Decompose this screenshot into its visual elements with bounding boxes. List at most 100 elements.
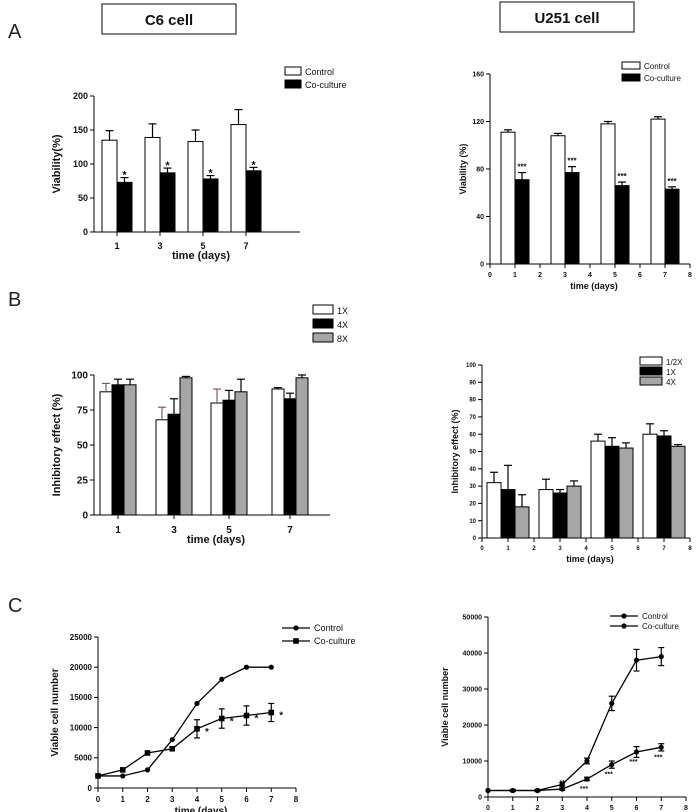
legend-label: 1/2X bbox=[666, 358, 683, 367]
data-point bbox=[169, 737, 175, 743]
legend-swatch bbox=[621, 61, 641, 70]
x-tick-label: 6 bbox=[638, 272, 642, 279]
data-point bbox=[243, 664, 250, 670]
y-tick-label: 50 bbox=[77, 441, 89, 452]
x-axis-title: time (days) bbox=[566, 554, 614, 564]
y-tick-label: 10000 bbox=[70, 723, 93, 732]
y-tick-label: 0 bbox=[88, 784, 93, 793]
bar bbox=[500, 131, 516, 265]
significance-mark: *** bbox=[517, 163, 527, 172]
bar bbox=[123, 384, 137, 516]
significance-mark: * bbox=[251, 159, 256, 171]
x-tick-label: 8 bbox=[688, 546, 692, 552]
x-tick-label: 1 bbox=[511, 805, 515, 812]
c6-title-box bbox=[101, 3, 237, 35]
y-tick-label: 80 bbox=[476, 166, 484, 173]
x-tick-label: 4 bbox=[584, 546, 588, 552]
data-point bbox=[510, 787, 516, 794]
y-tick-label: 30 bbox=[469, 484, 476, 490]
y-tick-label: 0 bbox=[480, 261, 484, 268]
x-tick-label: 1 bbox=[513, 272, 517, 279]
bar bbox=[222, 399, 236, 516]
bar bbox=[111, 384, 125, 516]
x-tick-label: 3 bbox=[157, 241, 162, 251]
y-tick-label: 150 bbox=[73, 125, 88, 135]
y-tick-label: 100 bbox=[73, 159, 88, 169]
y-tick-label: 200 bbox=[73, 91, 88, 101]
u251-title-box bbox=[499, 1, 635, 33]
data-point bbox=[194, 726, 200, 732]
data-point bbox=[194, 700, 200, 707]
x-tick-label: 2 bbox=[532, 546, 536, 552]
x-tick-label: 1 bbox=[114, 241, 119, 251]
chart-a-u251-viability: *** *** *** *** 0 40 80 120 160 Viability (%) 0 1 2 3… bbox=[458, 61, 692, 291]
legend-swatch bbox=[639, 366, 663, 376]
y-tick-label: 5000 bbox=[74, 754, 92, 763]
legend-swatch bbox=[284, 79, 302, 89]
y-tick-label: 15000 bbox=[70, 693, 93, 702]
data-point bbox=[658, 744, 664, 750]
bar bbox=[271, 388, 285, 516]
data-point bbox=[584, 758, 590, 764]
chart-b-c6-inhibitory: 0 25 50 75 100 Inhibitory effect (%) 1 3 5 7 time … bbox=[51, 304, 348, 546]
legend-swatch bbox=[312, 332, 334, 343]
data-point bbox=[658, 654, 664, 660]
x-tick-label: 7 bbox=[287, 525, 293, 536]
data-point bbox=[485, 787, 491, 794]
x-tick-label: 5 bbox=[613, 272, 617, 279]
bar bbox=[550, 135, 566, 265]
x-tick-label: 0 bbox=[96, 795, 101, 804]
bar bbox=[604, 445, 620, 539]
bar bbox=[552, 492, 568, 539]
x-axis-title: time (days) bbox=[175, 806, 228, 812]
bar bbox=[159, 172, 176, 233]
chart-a-c6-viability: * * * * 0 50 100 150 200 Viability(%) 1 3 5 7 time (da… bbox=[51, 66, 347, 262]
x-tick-label: 4 bbox=[195, 795, 200, 804]
bar bbox=[486, 482, 502, 539]
legend-label: Co-culture bbox=[305, 80, 347, 90]
y-tick-label: 80 bbox=[469, 398, 476, 404]
data-point bbox=[584, 776, 590, 782]
bar bbox=[101, 139, 118, 233]
series-line bbox=[98, 666, 272, 777]
data-point bbox=[559, 781, 565, 788]
y-tick-label: 20000 bbox=[463, 722, 483, 729]
bar bbox=[283, 398, 297, 516]
bar bbox=[179, 377, 193, 516]
significance-mark: *** bbox=[654, 754, 662, 761]
y-axis-title: Viable cell number bbox=[440, 667, 450, 747]
y-tick-label: 50 bbox=[78, 193, 88, 203]
y-tick-label: 90 bbox=[469, 380, 476, 386]
bar bbox=[202, 178, 219, 233]
y-axis-title: Inhibitory effect (%) bbox=[51, 393, 63, 496]
y-tick-label: 0 bbox=[82, 511, 88, 522]
bar bbox=[600, 123, 616, 265]
y-axis-title: Viability (%) bbox=[458, 144, 468, 195]
panel-label-c: C bbox=[8, 595, 22, 617]
x-tick-label: 7 bbox=[659, 805, 663, 812]
x-axis-title: time (days) bbox=[187, 534, 245, 546]
legend-label: 8X bbox=[337, 334, 348, 344]
significance-mark: *** bbox=[617, 172, 627, 181]
bar bbox=[538, 489, 554, 539]
panel-label-a: A bbox=[8, 21, 22, 43]
bar bbox=[656, 435, 672, 539]
y-tick-label: 10 bbox=[469, 519, 476, 525]
series-line bbox=[488, 655, 662, 792]
y-axis-title: Inhibitory effect (%) bbox=[450, 409, 460, 493]
y-tick-label: 20000 bbox=[70, 663, 93, 672]
significance-mark: * bbox=[208, 168, 213, 180]
x-tick-label: 4 bbox=[585, 805, 589, 812]
x-tick-label: 3 bbox=[563, 272, 567, 279]
bar bbox=[514, 506, 530, 539]
legend-swatch bbox=[312, 304, 334, 315]
x-tick-label: 8 bbox=[688, 272, 692, 279]
data-point bbox=[218, 715, 225, 722]
bar bbox=[514, 179, 530, 265]
y-tick-label: 70 bbox=[469, 415, 476, 421]
legend-label: 4X bbox=[337, 320, 348, 330]
x-tick-label: 7 bbox=[662, 546, 666, 552]
significance-mark: *** bbox=[667, 177, 677, 186]
x-tick-label: 4 bbox=[588, 272, 592, 279]
u251-title: U251 cell bbox=[534, 10, 599, 27]
